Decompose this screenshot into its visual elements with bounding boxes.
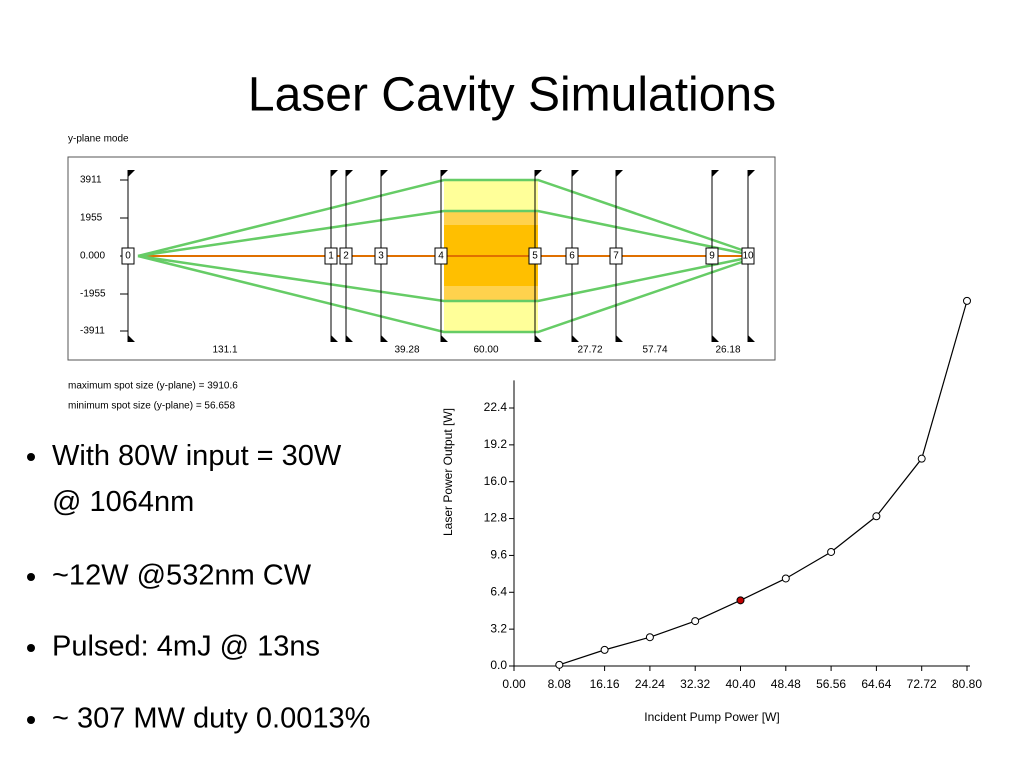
x-tick-label: 24.24 — [635, 677, 665, 691]
x-tick-label: 16.16 — [590, 677, 620, 691]
cavity-label: y-plane mode — [68, 134, 129, 145]
x-tick-label: 8.08 — [548, 677, 572, 691]
cavity-tick-label: -3911 — [80, 326, 105, 337]
bullet-list: With 80W input = 30W @ 1064nm ~12W @532nm … — [27, 440, 370, 735]
element-box — [565, 247, 579, 265]
element-box — [434, 247, 448, 265]
spot-note: minimum spot size (y-plane) = 56.658 — [68, 401, 235, 412]
bullet-dot — [27, 716, 35, 724]
data-point — [600, 645, 609, 654]
y-tick-label: 9.6 — [490, 548, 507, 562]
element-box — [705, 247, 719, 265]
distance-label: 131.1 — [212, 345, 237, 356]
data-line — [559, 300, 968, 666]
element-box — [374, 247, 388, 265]
bullet-text: Pulsed: 4mJ @ 13ns — [52, 631, 320, 663]
cavity-tick-label: 0.000 — [80, 251, 105, 262]
cavity-tick-label: -1955 — [80, 289, 106, 300]
data-point — [872, 512, 881, 521]
element-label: 10 — [742, 251, 754, 262]
distance-label: 39.28 — [394, 345, 419, 356]
data-point — [781, 574, 790, 583]
y-tick-label: 0.0 — [490, 658, 507, 672]
bullet-text: With 80W input = 30W @ 1064nm — [52, 440, 342, 518]
distance-label: 27.72 — [577, 345, 602, 356]
bullet-text: ~ 307 MW duty 0.0013% — [52, 703, 370, 735]
data-point — [691, 617, 700, 626]
y-tick-label: 22.4 — [484, 400, 508, 414]
data-point — [645, 633, 654, 642]
y-tick-label: 12.8 — [484, 511, 508, 525]
data-point — [736, 596, 745, 605]
line-chart: 0.0 3.2 6.4 9.6 12.8 16.0 19.2 22.4 0.00 8.08 16.1… — [441, 296, 982, 724]
cavity-tick-label: 3911 — [80, 175, 102, 186]
element-box — [609, 247, 623, 265]
bullet-line: @ 1064nm — [52, 486, 194, 518]
beam-envelope — [137, 178, 743, 334]
element-label: 3 — [378, 251, 384, 262]
beam-outer-bottom — [137, 254, 743, 334]
element-box — [528, 247, 542, 265]
element-box — [324, 247, 338, 265]
x-tick-label: 80.80 — [952, 677, 982, 691]
x-tick-label: 64.64 — [861, 677, 891, 691]
bullet-text: ~12W @532nm CW — [52, 560, 312, 592]
element-box — [741, 247, 755, 265]
y-tick-label: 16.0 — [484, 474, 508, 488]
data-point — [917, 454, 926, 463]
element-label: 1 — [328, 251, 334, 262]
element-label: 5 — [532, 251, 538, 262]
element-label: 6 — [569, 251, 575, 262]
cavity-frame — [67, 156, 776, 361]
data-point — [827, 547, 836, 556]
element-label: 0 — [125, 251, 131, 262]
element-label: 9 — [709, 251, 715, 262]
cavity-tick-label: 1955 — [80, 213, 103, 224]
bullet-dot — [27, 644, 35, 652]
y-tick-label: 6.4 — [490, 584, 507, 598]
element-label: 7 — [613, 251, 619, 262]
x-tick-label: 48.48 — [771, 677, 801, 691]
y-axis-label: Laser Power Output [W] — [441, 408, 455, 536]
element-box — [339, 247, 353, 265]
x-axis-label: Incident Pump Power [W] — [644, 710, 779, 724]
element-label: 4 — [438, 251, 444, 262]
y-tick-label: 3.2 — [490, 621, 507, 635]
distance-label: 26.18 — [715, 345, 740, 356]
x-tick-label: 40.40 — [725, 677, 755, 691]
x-tick-label: 56.56 — [816, 677, 846, 691]
element-box — [121, 247, 135, 265]
bullet-dot — [27, 573, 35, 581]
beam-inner-bottom — [137, 254, 743, 303]
distance-label: 60.00 — [473, 345, 498, 356]
y-tick-label: 19.2 — [484, 437, 508, 451]
bullet-dot — [27, 453, 35, 461]
x-tick-label: 32.32 — [680, 677, 710, 691]
data-point — [555, 660, 564, 669]
beam-inner-top — [137, 209, 743, 258]
data-point — [963, 296, 971, 305]
distance-label: 57.74 — [642, 345, 667, 356]
slide-title: Laser Cavity Simulations — [248, 69, 776, 122]
bullet-line: With 80W input = 30W — [52, 440, 342, 472]
beam-outer-top — [137, 178, 743, 258]
element-label: 2 — [343, 251, 349, 262]
x-tick-label: 0.00 — [502, 677, 526, 691]
x-tick-label: 72.72 — [907, 677, 937, 691]
spot-note: maximum spot size (y-plane) = 3910.6 — [68, 381, 238, 392]
